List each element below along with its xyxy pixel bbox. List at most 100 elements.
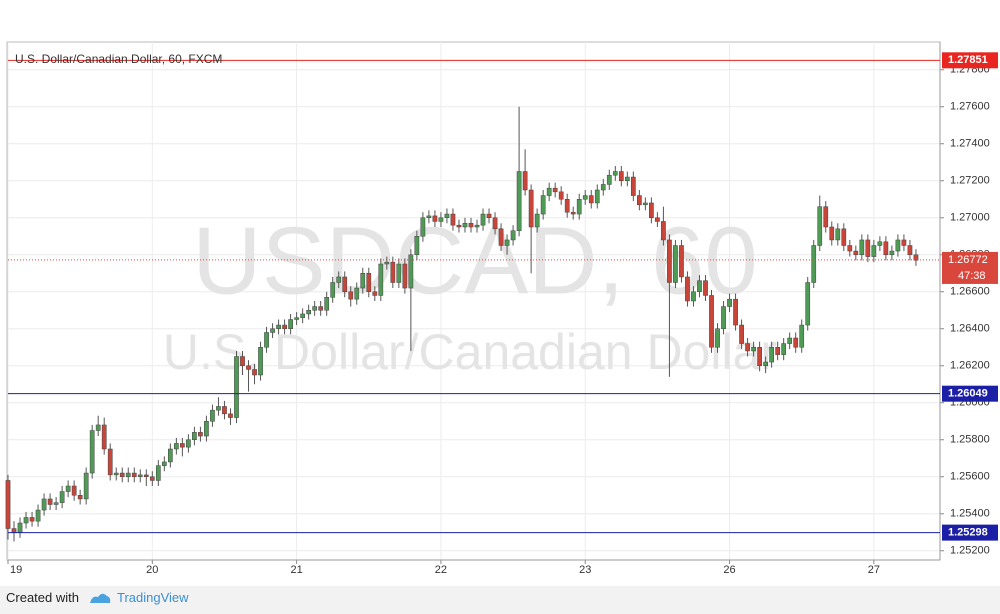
candle-body	[727, 298, 732, 307]
candle-body	[492, 217, 498, 230]
footer: Created with TradingView	[0, 586, 1000, 614]
candle-body	[739, 324, 744, 344]
x-tick-label: 23	[579, 564, 591, 576]
candle-body	[516, 171, 522, 231]
candle-body	[655, 217, 660, 222]
candle-body	[294, 317, 299, 320]
x-tick-label: 27	[868, 564, 880, 576]
candle-body	[757, 347, 762, 366]
candle-body	[426, 215, 432, 218]
candle-body	[799, 324, 805, 348]
candle-body	[270, 328, 275, 333]
logo	[90, 593, 111, 603]
x-tick-label: 22	[435, 564, 447, 576]
candle-body	[119, 472, 125, 477]
candle-body	[366, 273, 372, 292]
candle-body	[23, 517, 29, 524]
candle-body	[594, 189, 600, 204]
y-tick-label: 1.25400	[950, 508, 990, 520]
candle-body	[11, 528, 17, 533]
candle-body	[865, 239, 871, 257]
candle-body	[883, 241, 889, 256]
candle-body	[234, 356, 239, 418]
candle-body	[667, 239, 672, 283]
footer-text: Created with	[6, 590, 79, 605]
candle-body	[59, 491, 65, 503]
candle-body	[853, 250, 859, 256]
price-label-box	[942, 524, 998, 541]
x-tick-label: 26	[723, 564, 735, 576]
candle-body	[618, 171, 624, 181]
y-tick-label: 1.27600	[950, 101, 990, 113]
candle-body	[330, 282, 336, 298]
candle-body	[65, 485, 71, 492]
candle-body	[378, 263, 384, 296]
candle-body	[438, 217, 444, 222]
candle-body	[630, 176, 636, 196]
candle-body	[432, 215, 438, 222]
candle-body	[751, 347, 756, 352]
candle-body	[174, 443, 179, 450]
candle-body	[745, 343, 750, 352]
candle-body	[198, 432, 203, 437]
y-tick-label: 1.26400	[950, 323, 990, 335]
candle-body	[823, 206, 829, 228]
candle-body	[342, 276, 348, 293]
candle-body	[612, 171, 618, 176]
watermark: USDCAD, 60	[192, 207, 758, 314]
candle-body	[775, 347, 781, 355]
candle-body	[570, 211, 576, 215]
candle-body	[282, 324, 287, 329]
candle-body	[372, 291, 378, 296]
footer-brand[interactable]: TradingView	[117, 590, 189, 605]
candle-body	[101, 424, 107, 450]
candle-body	[288, 319, 293, 329]
candle-body	[348, 291, 354, 300]
candle-body	[125, 472, 131, 477]
candle-body	[390, 261, 396, 283]
candle-body	[661, 221, 666, 241]
candle-body	[41, 498, 47, 511]
price-label-box	[942, 385, 998, 402]
candle-body	[522, 171, 528, 191]
candle-body	[107, 448, 113, 476]
y-tick-label: 1.25800	[950, 434, 990, 446]
candle-body	[546, 187, 552, 196]
candle-body	[606, 174, 612, 185]
candle-body	[673, 245, 678, 283]
candle-body	[564, 199, 570, 213]
candle-body	[913, 254, 919, 261]
candle-body	[89, 430, 95, 474]
candle-body	[703, 280, 708, 296]
candle-body	[558, 191, 564, 200]
candle-body	[486, 213, 492, 219]
candle-body	[137, 474, 143, 477]
candle-body	[462, 223, 468, 228]
candle-body	[143, 474, 149, 477]
candle-body	[324, 297, 330, 311]
candle-body	[715, 328, 720, 348]
candle-body	[649, 202, 654, 218]
candle-body	[847, 245, 853, 252]
candle-body	[582, 195, 588, 200]
candle-body	[877, 241, 883, 246]
candle-body	[637, 195, 642, 206]
candle-body	[306, 310, 311, 315]
candle-body	[835, 228, 841, 241]
candle-body	[841, 228, 847, 246]
candle-body	[907, 245, 913, 255]
candle-body	[763, 361, 768, 366]
candle-body	[468, 223, 474, 228]
candle-body	[77, 495, 83, 500]
candle-body	[474, 224, 480, 228]
candle-body	[17, 522, 23, 533]
candle-body	[246, 365, 251, 370]
candle-body	[167, 448, 173, 463]
candle-body	[216, 406, 221, 411]
candle-body	[29, 517, 35, 522]
candle-body	[71, 485, 77, 496]
candle-body	[95, 424, 101, 431]
candle-body	[186, 439, 191, 448]
candle-body	[540, 195, 546, 215]
candle-body	[240, 356, 245, 366]
